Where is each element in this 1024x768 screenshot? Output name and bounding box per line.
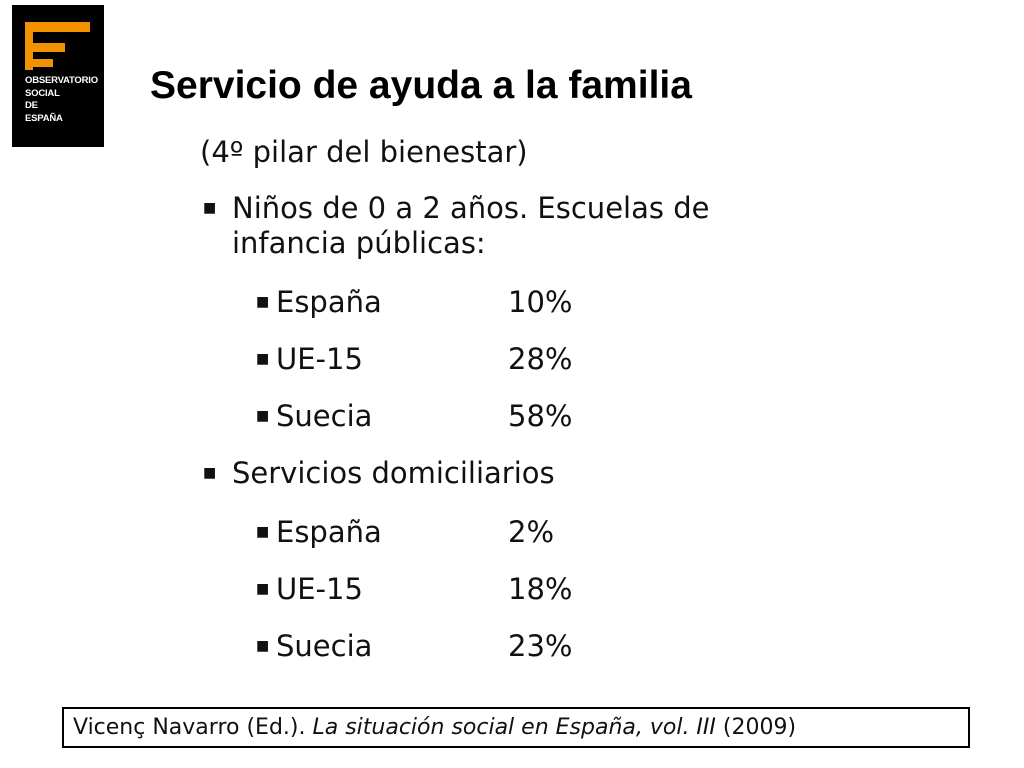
- logo-text: OBSERVATORIO: [25, 75, 98, 86]
- sub-bullet: ■: [256, 581, 270, 597]
- citation-work: La situación social en España, vol. III: [312, 715, 716, 740]
- item-label: UE-15: [276, 572, 363, 606]
- item-label: España: [276, 515, 382, 549]
- logo-text: SOCIAL: [25, 87, 60, 99]
- sub-bullet: ■: [256, 638, 270, 654]
- slide-title: Servicio de ayuda a la familia: [150, 64, 692, 107]
- logo-mark: [25, 22, 90, 70]
- item-value: 10%: [508, 285, 573, 319]
- section-heading: Niños de 0 a 2 años. Escuelas de: [232, 191, 710, 225]
- item-label: Suecia: [276, 399, 373, 433]
- citation-author: Vicenç Navarro (Ed.).: [73, 715, 306, 740]
- bullet: ■: [203, 465, 217, 481]
- item-label: España: [276, 285, 382, 319]
- sub-bullet: ■: [256, 408, 270, 424]
- section-heading: infancia públicas:: [232, 226, 486, 260]
- sub-bullet: ■: [256, 351, 270, 367]
- citation: Vicenç Navarro (Ed.). La situación socia…: [62, 707, 970, 748]
- item-label: Suecia: [276, 629, 373, 663]
- item-value: 28%: [508, 342, 573, 376]
- item-value: 58%: [508, 399, 573, 433]
- item-value: 2%: [508, 515, 555, 549]
- sub-bullet: ■: [256, 294, 270, 310]
- logo-text: ESPAÑA: [25, 112, 63, 124]
- item-label: UE-15: [276, 342, 363, 376]
- logo-text: DE: [25, 100, 38, 111]
- subtitle: (4º pilar del bienestar): [200, 135, 528, 169]
- item-value: 23%: [508, 629, 573, 663]
- citation-year: (2009): [722, 715, 797, 740]
- bullet: ■: [203, 200, 217, 216]
- sub-bullet: ■: [256, 524, 270, 540]
- section-heading: Servicios domiciliarios: [232, 456, 555, 490]
- item-value: 18%: [508, 572, 573, 606]
- logo: OBSERVATORIO SOCIAL DE ESPAÑA: [12, 5, 104, 147]
